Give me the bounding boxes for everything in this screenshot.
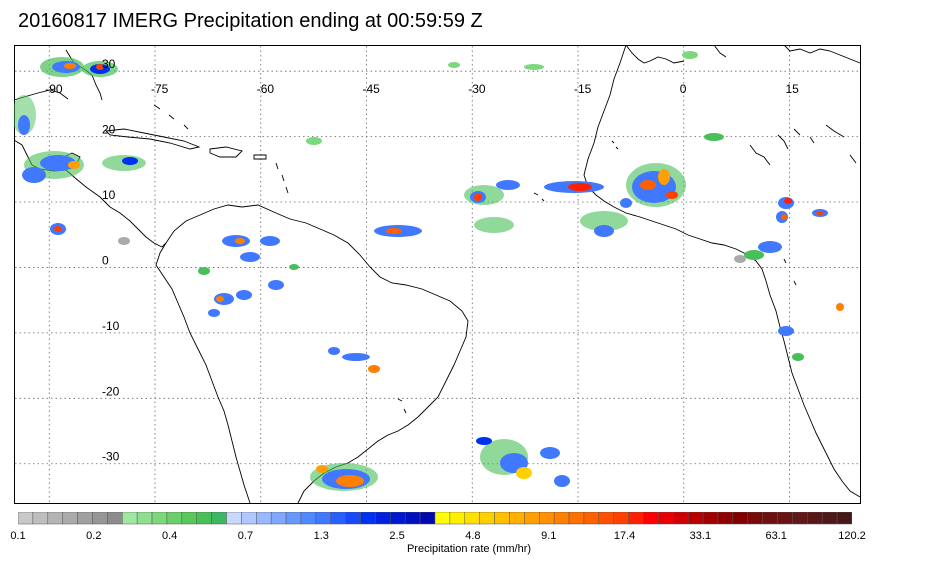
colorbar-tick-label: 0.7 — [237, 530, 254, 542]
colorbar-swatch — [509, 512, 525, 525]
colorbar-tick-label: 1.3 — [313, 530, 329, 542]
colorbar-swatch — [181, 512, 197, 525]
colorbar-swatch — [777, 512, 793, 525]
coastlines — [14, 45, 861, 504]
colorbar-tick-label: 9.1 — [541, 530, 557, 542]
lon-label: -75 — [151, 82, 169, 96]
lon-label: -60 — [257, 82, 275, 96]
colorbar — [18, 512, 852, 525]
colorbar-swatch — [807, 512, 823, 525]
colorbar-swatch — [494, 512, 510, 525]
colorbar-swatch — [285, 512, 302, 525]
colorbar-swatch — [539, 512, 555, 525]
chart-title: 20160817 IMERG Precipitation ending at 0… — [18, 10, 483, 32]
colorbar-swatch — [821, 512, 838, 525]
lat-label: 30 — [102, 57, 116, 71]
colorbar-swatch — [687, 512, 704, 525]
colorbar-swatch — [390, 512, 406, 525]
lat-label: 10 — [102, 188, 116, 202]
colorbar-swatch — [792, 512, 808, 525]
colorbar-tick-label: 2.5 — [389, 530, 405, 542]
colorbar-swatch — [211, 512, 227, 525]
colorbar-swatch — [107, 512, 123, 525]
colorbar-swatch — [47, 512, 63, 525]
colorbar-swatch — [598, 512, 614, 525]
graticule — [15, 46, 860, 503]
colorbar-swatch — [673, 512, 689, 525]
colorbar-swatch — [479, 512, 495, 525]
lon-label: -15 — [574, 82, 592, 96]
colorbar-swatch — [568, 512, 585, 525]
colorbar-swatch — [300, 512, 317, 525]
colorbar-swatch — [628, 512, 644, 525]
colorbar-tick-label: 17.4 — [613, 530, 636, 542]
colorbar-swatch — [270, 512, 287, 525]
colorbar-swatch — [360, 512, 376, 525]
lat-label: 0 — [102, 253, 109, 267]
colorbar-swatch — [613, 512, 629, 525]
lon-label: 15 — [786, 82, 800, 96]
colorbar-swatch — [256, 512, 272, 525]
lon-label: -90 — [45, 82, 63, 96]
colorbar-swatch — [241, 512, 257, 525]
colorbar-swatch — [643, 512, 659, 525]
colorbar-tick-label: 120.2 — [838, 530, 866, 542]
colorbar-tick-label: 0.2 — [86, 530, 102, 542]
colorbar-boxes — [18, 512, 852, 525]
colorbar-swatch — [449, 512, 466, 525]
colorbar-swatch — [419, 512, 436, 525]
colorbar-swatch — [464, 512, 480, 525]
lat-label: 20 — [102, 123, 116, 137]
colorbar-tick-label: 0.1 — [10, 530, 26, 542]
colorbar-tick-label: 63.1 — [765, 530, 787, 542]
colorbar-title: Precipitation rate (mm/hr) — [406, 543, 532, 555]
colorbar-swatch — [62, 512, 78, 525]
lon-label: 0 — [680, 82, 687, 96]
map-frame — [14, 45, 861, 504]
colorbar-swatch — [762, 512, 778, 525]
lon-label: -30 — [468, 82, 486, 96]
colorbar-tick-label: 33.1 — [689, 530, 712, 542]
colorbar-swatch — [226, 512, 242, 525]
colorbar-swatch — [18, 512, 34, 525]
colorbar-tick-label: 4.8 — [465, 530, 481, 542]
latitude-labels: 30 20 10 0 -10 -20 -30 — [102, 57, 120, 464]
precipitation-map: -90 -75 -60 -45 -30 -15 0 15 30 20 10 0 -10 -20 -30 — [14, 45, 861, 504]
longitude-labels: -90 -75 -60 -45 -30 -15 0 15 — [45, 82, 799, 96]
colorbar-swatch — [77, 512, 93, 525]
colorbar-swatch — [836, 512, 852, 525]
colorbar-swatch — [717, 512, 734, 525]
colorbar-swatch — [404, 512, 421, 525]
colorbar-swatch — [553, 512, 570, 525]
colorbar-swatch — [151, 512, 168, 525]
colorbar-swatch — [330, 512, 346, 525]
colorbar-swatch — [345, 512, 361, 525]
colorbar-swatch — [732, 512, 748, 525]
lat-label: -10 — [102, 319, 120, 333]
colorbar-swatch — [92, 512, 108, 525]
lat-label: -30 — [102, 450, 120, 464]
lat-label: -20 — [102, 384, 120, 398]
colorbar-swatch — [434, 512, 451, 525]
colorbar-swatch — [702, 512, 719, 525]
precipitation-cells — [14, 51, 844, 491]
colorbar-swatch — [196, 512, 212, 525]
colorbar-swatch — [375, 512, 391, 525]
colorbar-swatch — [747, 512, 763, 525]
colorbar-tick-labels: 0.1 0.2 0.4 0.7 1.3 2.5 4.8 9.1 17.4 33.1 63.1 120.… — [0, 530, 944, 546]
colorbar-swatch — [166, 512, 183, 525]
colorbar-swatch — [315, 512, 332, 525]
colorbar-swatch — [122, 512, 138, 525]
lon-label: -45 — [363, 82, 381, 96]
colorbar-swatch — [658, 512, 674, 525]
colorbar-swatch — [136, 512, 153, 525]
colorbar-swatch — [583, 512, 600, 525]
colorbar-swatch — [32, 512, 49, 525]
colorbar-tick-label: 0.4 — [161, 530, 178, 542]
colorbar-swatch — [524, 512, 540, 525]
